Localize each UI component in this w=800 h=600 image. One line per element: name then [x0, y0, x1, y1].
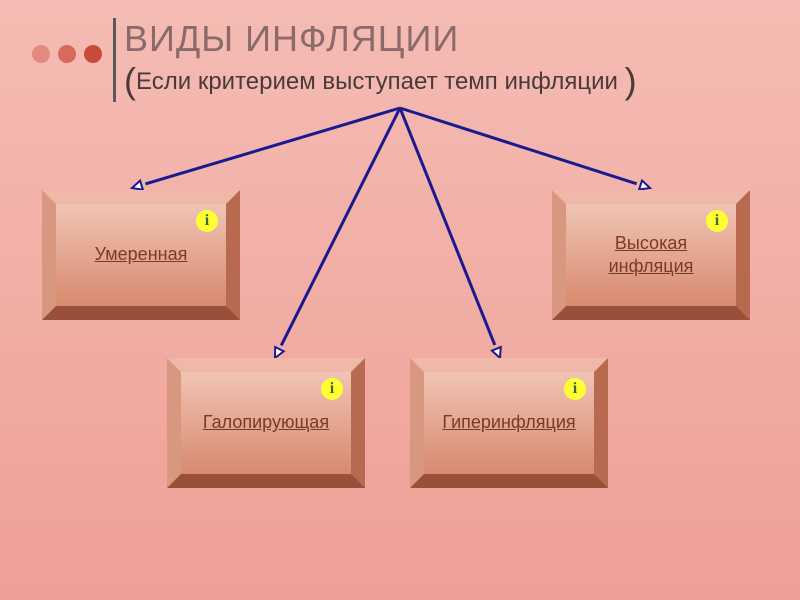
box-label: Галопирующая	[203, 411, 329, 434]
title-main: ВИДЫ ИНФЛЯЦИИ	[124, 18, 637, 60]
box-label: Высокаяинфляция	[609, 232, 694, 279]
dot	[84, 45, 102, 63]
decorative-dots	[32, 45, 102, 63]
dot	[58, 45, 76, 63]
concept-box[interactable]: Умеренная i	[42, 190, 240, 320]
box-label: Гиперинфляция	[442, 411, 575, 434]
concept-box[interactable]: Гиперинфляция i	[410, 358, 608, 488]
title-sub: (Если критерием выступает темп инфляции …	[124, 60, 637, 102]
info-icon[interactable]: i	[196, 210, 218, 232]
box-label: Умеренная	[95, 243, 188, 266]
title-block: ВИДЫ ИНФЛЯЦИИ (Если критерием выступает …	[113, 18, 637, 102]
paren-close: )	[625, 60, 637, 101]
paren-open: (	[124, 60, 136, 101]
concept-box[interactable]: Высокаяинфляция i	[552, 190, 750, 320]
info-icon[interactable]: i	[706, 210, 728, 232]
slide-canvas: ВИДЫ ИНФЛЯЦИИ (Если критерием выступает …	[0, 0, 800, 600]
subtitle-text: Если критерием выступает темп инфляции	[136, 68, 618, 95]
info-icon[interactable]: i	[321, 378, 343, 400]
dot	[32, 45, 50, 63]
info-icon[interactable]: i	[564, 378, 586, 400]
concept-box[interactable]: Галопирующая i	[167, 358, 365, 488]
